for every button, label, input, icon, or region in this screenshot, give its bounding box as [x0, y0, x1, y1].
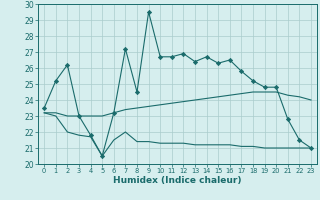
X-axis label: Humidex (Indice chaleur): Humidex (Indice chaleur) [113, 176, 242, 185]
